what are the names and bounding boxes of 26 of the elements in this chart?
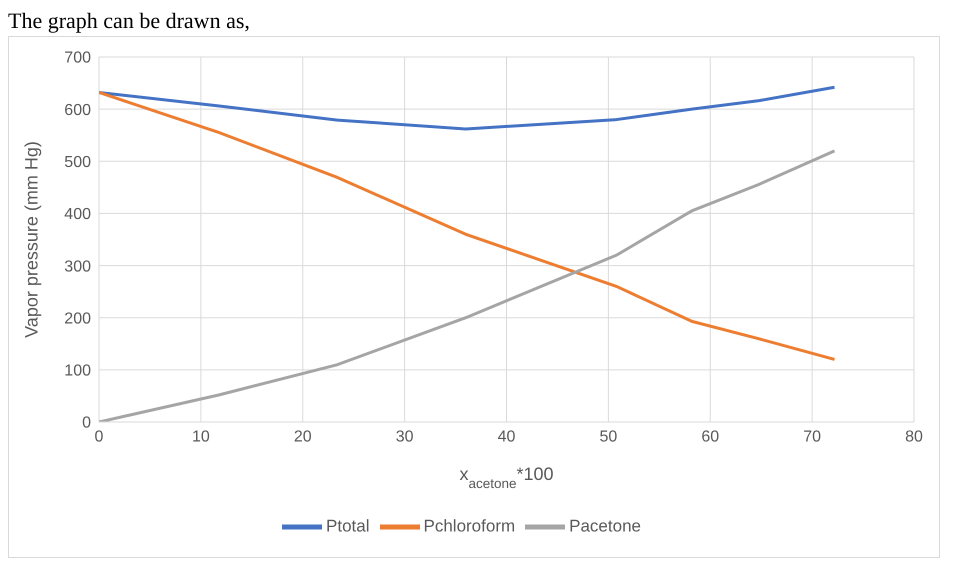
text: The graph can be drawn as, xyxy=(8,8,251,35)
y-tick-label: 200 xyxy=(64,310,92,328)
x-axis-title: x$_{acetone}$*100 xyxy=(459,464,554,490)
line-series xyxy=(99,90,836,361)
legend-label: Pchloroform xyxy=(424,516,516,536)
x-tick-label: 50 xyxy=(599,428,618,446)
y-tick-label: 600 xyxy=(64,102,92,119)
y-tick-label: 500 xyxy=(64,154,92,171)
y-tick-label: 400 xyxy=(64,206,92,224)
legend-label: Pacetone xyxy=(569,516,641,536)
y-tick-label: 100 xyxy=(64,362,92,380)
x-tick-label: 80 xyxy=(905,428,923,446)
y-axis-title: Vapor pressure (mm Hg) xyxy=(21,141,42,338)
y-tick-label: 0 xyxy=(82,414,92,432)
y-tick-label: 300 xyxy=(64,258,92,276)
x-tick-label: 0 xyxy=(94,428,104,446)
legend-label: Ptotal xyxy=(326,516,370,536)
x-tick-label: 10 xyxy=(192,428,210,446)
x-tick-label: 20 xyxy=(294,428,312,446)
line-series xyxy=(99,149,836,422)
x-tick-label: 70 xyxy=(803,428,822,446)
y-tick-label: 700 xyxy=(64,50,92,67)
x-tick-label: 60 xyxy=(701,428,720,446)
x-tick-label: 30 xyxy=(396,428,414,446)
x-tick-label: 40 xyxy=(498,428,516,446)
line-series xyxy=(99,86,836,130)
